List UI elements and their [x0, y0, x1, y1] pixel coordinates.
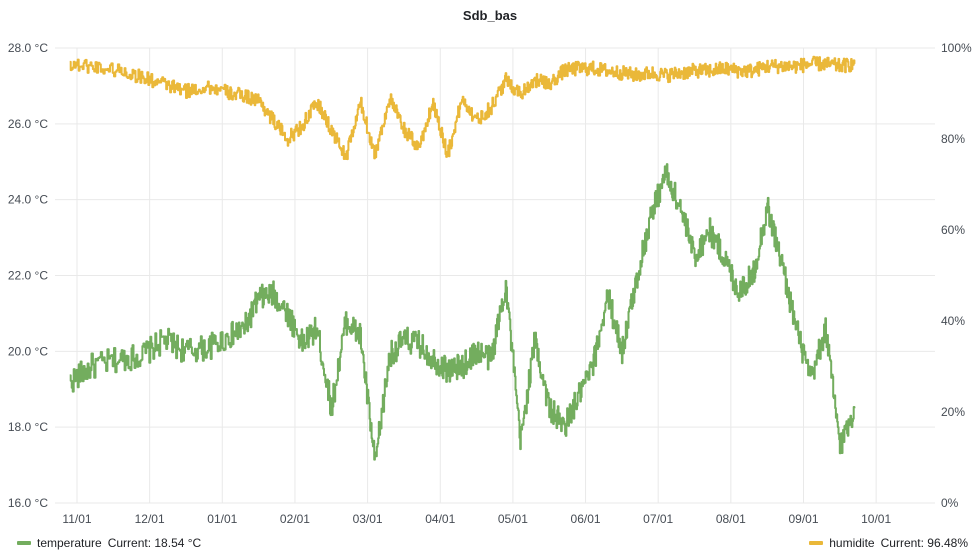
series-line-temperature: [69, 163, 856, 461]
y-left-tick-label: 24.0 °C: [8, 193, 48, 207]
y-right-tick-label: 20%: [941, 405, 965, 419]
legend-label-temperature: temperature: [37, 536, 102, 550]
y-left-tick-label: 18.0 °C: [8, 420, 48, 434]
x-tick-label: 12/01: [135, 512, 165, 526]
legend-current-humidite: Current: 96.48%: [880, 536, 968, 550]
y-right-tick-label: 80%: [941, 132, 965, 146]
y-right-tick-label: 100%: [941, 41, 972, 55]
x-tick-label: 04/01: [425, 512, 455, 526]
line-chart: 16.0 °C 18.0 °C 20.0 °C 22.0 °C 24.0 °C 26.0 …: [8, 41, 972, 526]
x-tick-label: 08/01: [716, 512, 746, 526]
legend-current-temperature: Current: 18.54 °C: [107, 536, 202, 550]
series-line-humidite: [69, 55, 856, 161]
x-tick-label: 09/01: [788, 512, 818, 526]
x-tick-label: 07/01: [643, 512, 673, 526]
x-tick-label: 06/01: [571, 512, 601, 526]
legend-label-humidite: humidite: [829, 536, 875, 550]
x-tick-label: 05/01: [498, 512, 528, 526]
y-left-tick-label: 16.0 °C: [8, 496, 48, 510]
y-right-tick-label: 60%: [941, 223, 965, 237]
legend-item-humidite[interactable]: humidite Current: 96.48%: [809, 536, 968, 550]
chart-title: Sdb_bas: [462, 8, 518, 23]
y-left-tick-label: 26.0 °C: [8, 117, 48, 131]
y-left-tick-label: 22.0 °C: [8, 269, 48, 283]
x-tick-label: 10/01: [861, 512, 891, 526]
y-right-tick-label: 40%: [941, 314, 965, 328]
y-left-tick-label: 28.0 °C: [8, 41, 48, 55]
legend-swatch-humidite: [809, 541, 824, 545]
x-tick-label: 03/01: [353, 512, 383, 526]
legend-item-temperature[interactable]: temperature Current: 18.54 °C: [17, 536, 201, 550]
y-left-tick-label: 20.0 °C: [8, 344, 48, 358]
x-tick-label: 01/01: [207, 512, 237, 526]
legend-swatch-temperature: [17, 541, 31, 545]
x-tick-label: 02/01: [280, 512, 310, 526]
x-tick-label: 11/01: [62, 512, 91, 526]
y-right-tick-label: 0%: [941, 496, 959, 510]
